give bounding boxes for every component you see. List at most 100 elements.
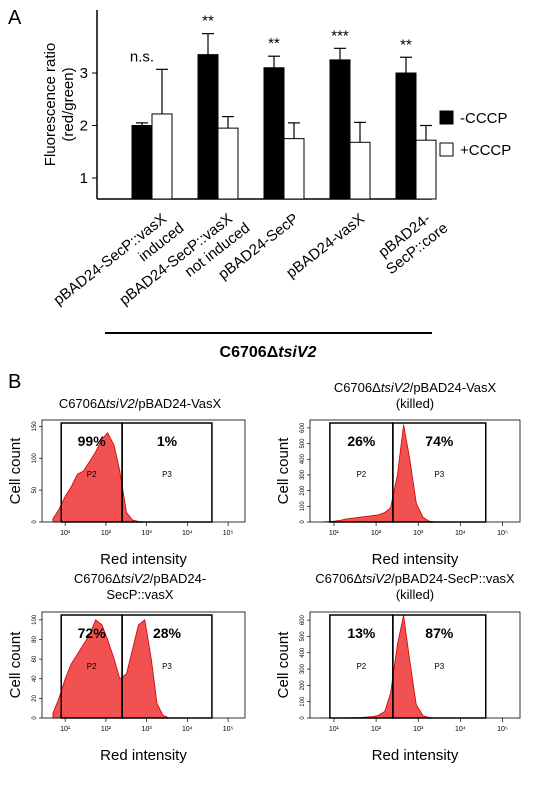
y-tick-label: 0 [32,716,38,720]
gate-percent: 28% [153,625,182,641]
y-tick-label: 100 [32,614,38,625]
x-tick-label: 10⁵ [497,726,508,733]
histogram-area [52,619,176,719]
gate-name: P3 [434,662,444,671]
group-label: C6706ΔtsiV2 [220,344,317,361]
significance: ** [268,35,280,52]
title-part: C6706Δ [315,571,362,586]
y-tick-label: 500 [300,631,306,642]
y-tick-label: 50 [32,486,38,493]
bar [395,72,417,200]
category-label: pBAD24-SecP::core [375,210,451,278]
bar [349,141,371,200]
bar [131,125,153,200]
title-part: /pBAD24- [150,571,206,586]
y-label: Cell count [275,437,292,505]
x-tick-label: 10⁵ [223,726,234,733]
y-label: Cell count [7,437,24,505]
x-tick-label: 10³ [413,726,424,733]
x-tick-label: 10³ [413,530,424,537]
gate [121,422,213,523]
title-part: /pBAD24-VasX [135,396,222,411]
title-part: /pBAD24-SecP::vasX [391,571,515,586]
y-tick-label: 100 [300,696,306,707]
y-tick-label: 80 [32,635,38,642]
x-tick-label: 10⁵ [223,530,234,537]
x-label: Red intensity [100,747,187,764]
title-part: C6706Δ [334,380,381,395]
title-part: tsiV2 [362,571,392,586]
chart-subtitle: SecP::vasX [106,587,174,602]
y-tick-label: 40 [32,675,38,682]
bar [415,139,437,200]
gate-percent: 13% [347,625,376,641]
y-tick-label: 200 [300,680,306,691]
x-tick-label: 10² [101,726,112,733]
group-label-part: C6706Δ [220,344,279,361]
legend-label: +CCCP [460,142,511,159]
x-label: Red intensity [372,747,459,764]
chart-title: C6706ΔtsiV2/pBAD24-SecP::vasX [315,571,515,586]
x-tick-label: 10⁵ [497,530,508,537]
x-tick-label: 10³ [142,530,153,537]
y-tick-label: 20 [32,694,38,701]
y-tick-label: 600 [300,422,306,433]
x-tick-label: 10⁴ [182,530,193,537]
gate-name: P2 [87,662,97,671]
significance: ** [202,13,214,30]
gate-percent: 1% [157,433,178,449]
x-tick-label: 10² [371,726,382,733]
chart-title: C6706ΔtsiV2/pBAD24-VasX [59,396,222,411]
legend-swatch [439,110,454,125]
legend-swatch [439,142,454,157]
x-tick-label: 10¹ [329,530,340,537]
title-part: tsiV2 [381,380,411,395]
bar [263,67,285,200]
y-tick-label: 100 [32,453,38,464]
x-tick-label: 10⁴ [182,726,193,733]
title-part: C6706Δ [59,396,106,411]
title-part: tsiV2 [106,396,136,411]
legend-label: -CCCP [460,110,508,127]
gate-percent: 72% [78,625,107,641]
y-label: Cell count [275,631,292,699]
x-tick-label: 10¹ [60,726,71,733]
y-tick-label: 1 [80,170,88,187]
chart-subtitle: (killed) [396,587,434,602]
y-tick-label: 3 [80,65,88,82]
chart-title: C6706ΔtsiV2/pBAD24-VasX [334,380,497,395]
y-label: Cell count [7,631,24,699]
gate-name: P2 [356,662,366,671]
gate [392,614,487,719]
gate-name: P2 [87,470,97,479]
gate-percent: 87% [425,625,454,641]
x-tick-label: 10¹ [329,726,340,733]
x-label: Red intensity [100,551,187,568]
x-tick-label: 10¹ [60,530,71,537]
significance: ** [400,36,412,53]
y-tick-label: 0 [300,520,306,524]
significance: *** [331,27,349,44]
y-tick-label: 600 [300,614,306,625]
gate [121,614,213,719]
y-tick-label: 400 [300,454,306,465]
gate-name: P3 [434,470,444,479]
x-tick-label: 10⁴ [455,726,466,733]
x-tick-label: 10² [101,530,112,537]
y-tick-label: 0 [32,520,38,524]
bar [283,138,305,200]
gate-name: P3 [162,662,172,671]
y-tick-label: 500 [300,438,306,449]
y-tick-label: 200 [300,485,306,496]
title-part: /pBAD24-VasX [410,380,497,395]
gate-percent: 74% [425,433,454,449]
x-tick-label: 10⁴ [455,530,466,537]
bar [217,127,239,200]
y-tick-label: 100 [300,501,306,512]
y-label-line: Fluorescence ratio [42,43,59,166]
panel-label: A [8,7,22,29]
chart-title: C6706ΔtsiV2/pBAD24- [74,571,206,586]
y-tick-label: 300 [300,469,306,480]
gate-name: P2 [356,470,366,479]
